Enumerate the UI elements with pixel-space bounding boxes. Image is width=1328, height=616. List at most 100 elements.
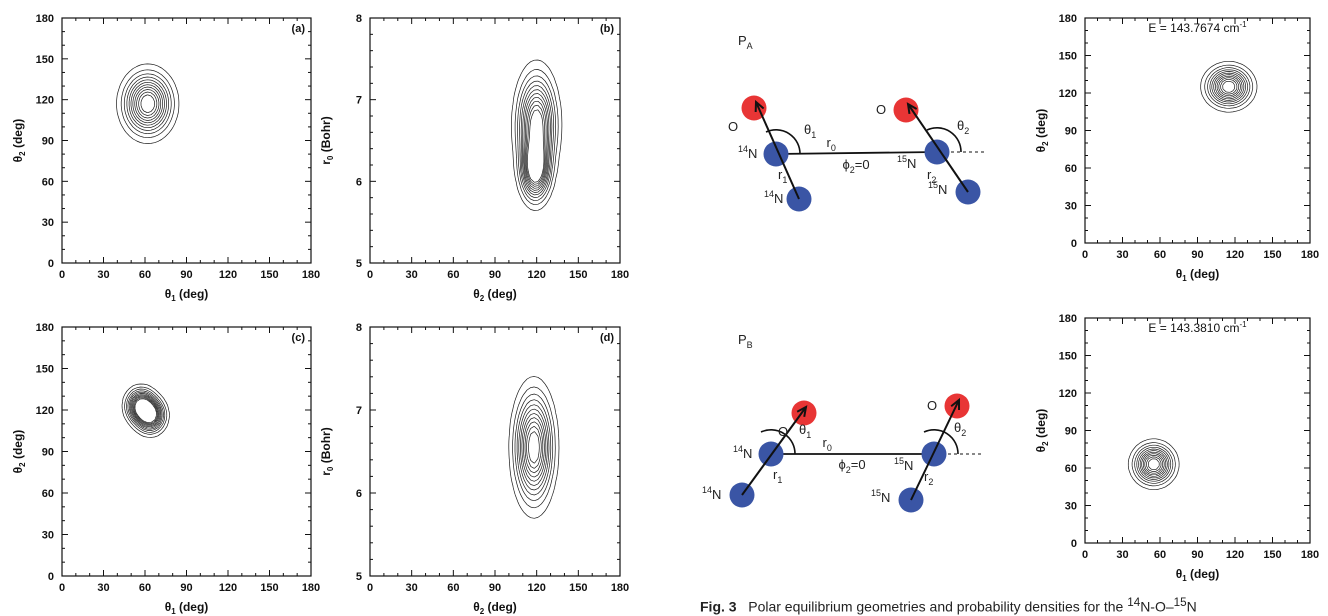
x-tick-label: 120 xyxy=(219,582,237,594)
caption-sup1: 14 xyxy=(1127,596,1141,609)
label-theta2-sub: 2 xyxy=(964,126,969,136)
contour-line-4 xyxy=(519,80,555,198)
x-tick-label: 0 xyxy=(1082,249,1088,261)
label-O1: O xyxy=(728,119,738,134)
label-theta1-main: θ xyxy=(804,122,811,137)
label-N15-main: N xyxy=(904,458,913,473)
contour-line-3 xyxy=(123,73,172,135)
contour-line-6 xyxy=(129,393,162,429)
x-tick-label: 60 xyxy=(1154,549,1166,561)
y-ticks: 0 30 60 90 120 150 180 xyxy=(36,322,311,583)
caption-mid: N-O– xyxy=(1140,598,1174,615)
y-ticks: 0 30 60 90 120 150 180 xyxy=(36,13,311,270)
contour-line-5 xyxy=(128,79,167,129)
x-tick-label: 0 xyxy=(367,582,373,594)
x-axis-label: θ2 (deg) xyxy=(473,600,517,616)
y-tick-label: 6 xyxy=(356,488,362,500)
x-axis-label-sub: 2 xyxy=(480,294,485,303)
x-tick-label: 60 xyxy=(139,582,151,594)
contour-line-1 xyxy=(508,376,560,519)
contour-line-11 xyxy=(526,109,545,183)
contour-line-4 xyxy=(127,390,164,431)
vector-r2-head xyxy=(906,102,918,115)
x-tick-label: 30 xyxy=(406,582,418,594)
x-axis-label-main: θ xyxy=(165,287,172,301)
y-ticks: 0 30 60 90 120 150 180 xyxy=(1059,13,1310,250)
x-axis-label: θ1 (deg) xyxy=(165,600,209,616)
y-tick-label: 5 xyxy=(356,571,362,583)
y-tick-label: 30 xyxy=(42,217,54,229)
y-tick-label: 120 xyxy=(1059,88,1077,100)
y-axis-label-main: θ xyxy=(11,467,25,474)
x-tick-label: 180 xyxy=(302,269,320,281)
panel-label: (d) xyxy=(600,332,614,344)
panel-label: (b) xyxy=(600,23,614,35)
y-tick-label: 30 xyxy=(1065,201,1077,213)
contour-line-4 xyxy=(126,76,169,131)
contour-line-7 xyxy=(1141,451,1167,477)
caption-label: Fig. 3 xyxy=(700,598,737,615)
y-tick-label: 6 xyxy=(356,176,362,188)
x-tick-label: 0 xyxy=(1082,549,1088,561)
x-tick-label: 150 xyxy=(260,269,278,281)
x-axis-label-unit: (deg) xyxy=(176,600,209,614)
contour-line-7 xyxy=(130,394,161,428)
label-phi-value: =0 xyxy=(851,457,866,472)
label-N14-sup: 14 xyxy=(733,444,743,454)
contour-line-11 xyxy=(140,94,155,114)
y-tick-label: 8 xyxy=(356,13,362,25)
x-axis-label-sub: 2 xyxy=(480,607,485,616)
contour-line-1 xyxy=(116,63,180,144)
y-tick-label: 0 xyxy=(1071,238,1077,250)
y-axis-label: θ2 (deg) xyxy=(11,430,27,474)
contour-line-6 xyxy=(130,81,165,126)
label-N15-b: 15N xyxy=(871,488,890,505)
vector-r1-head xyxy=(796,405,808,418)
y-axis-label-unit: (deg) xyxy=(1034,109,1048,142)
contour-line-9 xyxy=(1218,77,1240,97)
theta1-arc xyxy=(765,129,801,155)
x-tick-label: 90 xyxy=(1191,249,1203,261)
y-axis-label: θ2 (deg) xyxy=(1034,109,1050,153)
y-tick-label: 7 xyxy=(356,405,362,417)
x-tick-label: 120 xyxy=(219,269,237,281)
x-axis-label-sub: 1 xyxy=(1182,274,1187,283)
x-tick-label: 120 xyxy=(1226,549,1244,561)
y-tick-label: 150 xyxy=(36,364,54,376)
label-r2-main: r xyxy=(927,167,932,182)
label-N15-main: N xyxy=(907,156,916,171)
x-axis-label-main: θ xyxy=(473,287,480,301)
contour-line-1 xyxy=(511,59,563,211)
contour-line-9 xyxy=(524,421,544,474)
label-r0-sub: 0 xyxy=(831,143,836,153)
y-ticks: 0 30 60 90 120 150 180 xyxy=(1059,313,1310,550)
theta2-arc xyxy=(926,127,962,153)
contour-line-10 xyxy=(1220,78,1238,95)
y-axis-label: r0 (Bohr) xyxy=(319,427,335,475)
label-theta1-sub: 1 xyxy=(811,130,816,140)
y-axis-label-unit: (deg) xyxy=(11,119,25,152)
y-tick-label: 0 xyxy=(48,258,54,270)
nitrogen-15-atom xyxy=(924,139,950,165)
x-ticks: 0 30 60 90 120 150 180 xyxy=(1082,18,1319,261)
contour-line-1 xyxy=(121,383,170,438)
x-tick-label: 90 xyxy=(180,582,192,594)
y-axis-label-sub: 2 xyxy=(18,462,27,467)
label-r0-main: r xyxy=(827,135,832,150)
label-theta2-sub: 2 xyxy=(961,428,966,438)
label-N14-b-main: N xyxy=(774,191,783,206)
x-axis-label-main: θ xyxy=(1176,567,1183,581)
y-axis-label-unit: (deg) xyxy=(11,430,25,463)
x-axis-label: θ1 (deg) xyxy=(1176,267,1220,283)
contour-line-11 xyxy=(134,398,157,423)
x-axis-label-sub: 1 xyxy=(1182,574,1187,583)
label-O2: O xyxy=(927,398,937,413)
contour-line-10 xyxy=(138,91,158,116)
contour-line-2 xyxy=(512,386,556,509)
x-tick-label: 120 xyxy=(527,269,545,281)
label-theta1-main: θ xyxy=(799,422,806,437)
y-axis-label-main: r xyxy=(319,160,333,165)
x-tick-label: 150 xyxy=(1263,249,1281,261)
y-tick-label: 90 xyxy=(42,136,54,148)
